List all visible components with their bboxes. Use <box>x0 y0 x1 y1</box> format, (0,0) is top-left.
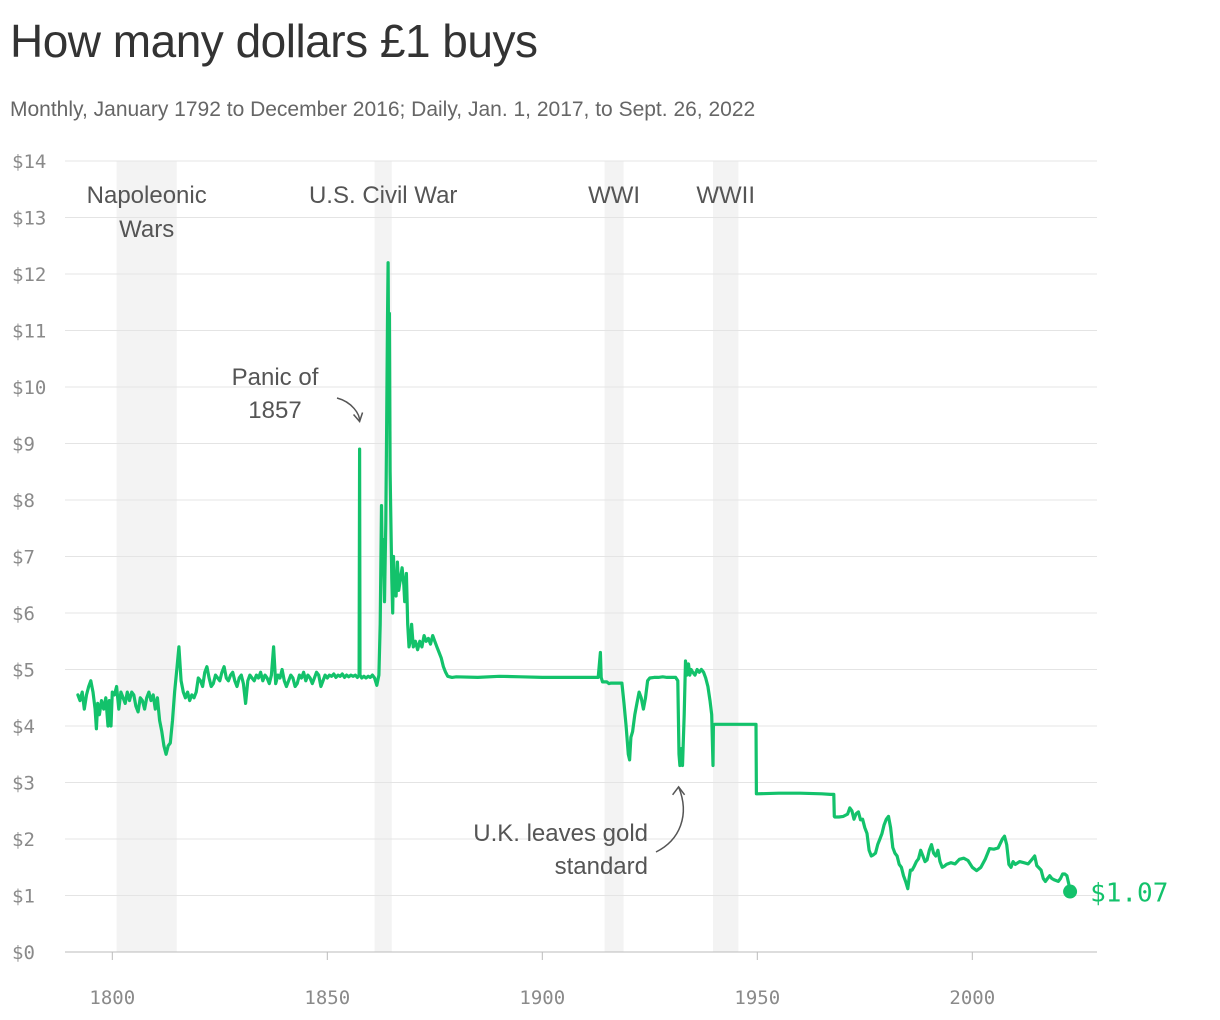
y-tick-label: $6 <box>12 603 35 625</box>
y-tick-label: $2 <box>12 829 35 851</box>
annotation-gold-standard: U.K. leaves gold <box>473 820 648 847</box>
series: $1.07 <box>76 261 1168 909</box>
band-label-2: WWI <box>588 182 640 209</box>
annotation-arrowhead-panic <box>352 412 364 423</box>
x-tick-label: 1800 <box>89 987 135 1009</box>
y-axis: $0 $1 $2 $3 $4 $5 $6 $7 $8 $9 $10 $11 $12 $13 $14 <box>12 151 46 964</box>
y-tick-label: $9 <box>12 434 35 456</box>
y-tick-label: $5 <box>12 660 35 682</box>
gridlines <box>65 160 1097 953</box>
chart-title: How many dollars £1 buys <box>10 15 538 67</box>
end-point <box>1063 884 1078 899</box>
y-tick-label: $10 <box>12 377 46 399</box>
annotation-arrow-gold <box>655 786 685 853</box>
x-tick-label: 1900 <box>519 987 565 1009</box>
x-tick-label: 2000 <box>949 987 995 1009</box>
y-tick-label: $12 <box>12 264 46 286</box>
y-tick-label: $11 <box>12 321 46 343</box>
annotations: Panic of 1857 U.K. leaves gold standard <box>232 364 686 880</box>
annotation-panic-1857: Panic of <box>232 364 319 391</box>
y-tick-label: $4 <box>12 716 35 738</box>
band-label-0: Wars <box>119 216 174 243</box>
y-tick-label: $13 <box>12 208 46 230</box>
band-label-0: Napoleonic <box>87 182 207 209</box>
x-tick-label: 1950 <box>734 987 780 1009</box>
chart-subtitle: Monthly, January 1792 to December 2016; … <box>10 98 756 121</box>
band-label-3: WWII <box>696 182 755 209</box>
y-tick-label: $1 <box>12 886 35 908</box>
y-tick-label: $7 <box>12 547 35 569</box>
band-label-1: U.S. Civil War <box>309 182 457 209</box>
y-tick-label: $3 <box>12 773 35 795</box>
annotation-panic-1857: 1857 <box>248 397 301 424</box>
x-axis: 1800 1850 1900 1950 2000 <box>89 952 995 1009</box>
series-line-0 <box>76 261 1072 894</box>
y-tick-label: $14 <box>12 151 46 173</box>
annotation-arrowhead-gold <box>672 785 686 796</box>
band-labels: Napoleonic Wars U.S. Civil War WWI WWII <box>87 182 755 243</box>
end-value-label: $1.07 <box>1090 879 1168 909</box>
annotation-gold-standard: standard <box>555 853 648 880</box>
x-tick-label: 1850 <box>304 987 350 1009</box>
annotation-arrow-panic <box>336 397 361 422</box>
y-tick-label: $8 <box>12 490 35 512</box>
y-tick-label: $0 <box>12 942 35 964</box>
